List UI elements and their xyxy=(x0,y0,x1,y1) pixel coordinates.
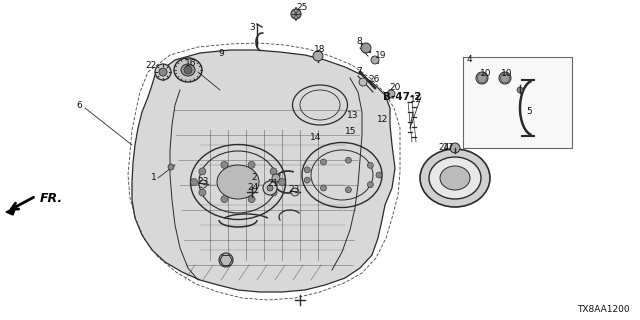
Text: 16: 16 xyxy=(185,60,196,68)
Circle shape xyxy=(321,185,326,191)
Circle shape xyxy=(263,181,277,195)
Text: 2: 2 xyxy=(251,172,257,181)
Circle shape xyxy=(155,64,171,80)
Circle shape xyxy=(450,143,460,153)
Text: 12: 12 xyxy=(377,116,388,124)
Circle shape xyxy=(499,72,511,84)
Circle shape xyxy=(159,68,167,76)
Text: 24: 24 xyxy=(438,142,449,151)
Text: 23: 23 xyxy=(288,186,300,195)
Text: 19: 19 xyxy=(375,51,387,60)
Circle shape xyxy=(371,56,379,64)
Text: 10: 10 xyxy=(480,68,492,77)
Bar xyxy=(463,57,572,148)
Circle shape xyxy=(376,172,382,178)
Text: 18: 18 xyxy=(314,44,326,53)
Circle shape xyxy=(199,180,207,188)
Text: 4: 4 xyxy=(467,54,472,63)
Circle shape xyxy=(270,168,277,175)
Circle shape xyxy=(248,196,255,203)
Text: 6: 6 xyxy=(76,100,82,109)
Ellipse shape xyxy=(217,165,259,199)
Circle shape xyxy=(387,90,395,98)
Circle shape xyxy=(184,66,192,74)
Ellipse shape xyxy=(440,166,470,190)
Text: 17: 17 xyxy=(443,143,454,153)
Text: 22: 22 xyxy=(146,60,157,69)
Circle shape xyxy=(270,189,277,196)
Text: 9: 9 xyxy=(218,50,224,59)
Circle shape xyxy=(221,161,228,168)
Ellipse shape xyxy=(181,64,195,76)
Circle shape xyxy=(278,179,285,186)
Text: FR.: FR. xyxy=(40,191,63,204)
Circle shape xyxy=(367,162,373,168)
Text: 10: 10 xyxy=(501,68,513,77)
Circle shape xyxy=(199,168,206,175)
Circle shape xyxy=(346,187,351,193)
Text: 11: 11 xyxy=(410,95,422,105)
Ellipse shape xyxy=(174,58,202,82)
Text: 13: 13 xyxy=(346,111,358,121)
Circle shape xyxy=(267,185,273,191)
Polygon shape xyxy=(132,50,395,292)
Circle shape xyxy=(517,87,523,93)
Text: TX8AA1200: TX8AA1200 xyxy=(577,305,630,314)
Circle shape xyxy=(304,167,310,173)
Text: 1: 1 xyxy=(151,172,157,181)
Circle shape xyxy=(304,177,310,183)
Circle shape xyxy=(476,72,488,84)
Circle shape xyxy=(199,189,206,196)
Polygon shape xyxy=(6,207,16,215)
Text: 7: 7 xyxy=(356,67,362,76)
Circle shape xyxy=(361,43,371,53)
Text: 24: 24 xyxy=(247,183,259,193)
Circle shape xyxy=(346,157,351,163)
Text: 3: 3 xyxy=(249,23,255,33)
Text: 5: 5 xyxy=(526,108,532,116)
Circle shape xyxy=(221,196,228,203)
Text: B-47-2: B-47-2 xyxy=(383,92,422,102)
Ellipse shape xyxy=(429,157,481,199)
Text: 8: 8 xyxy=(356,37,362,46)
Circle shape xyxy=(291,188,299,196)
Circle shape xyxy=(321,159,326,165)
Circle shape xyxy=(367,182,373,188)
Text: 25: 25 xyxy=(296,4,307,12)
Text: 23: 23 xyxy=(197,177,209,186)
Circle shape xyxy=(313,51,323,61)
Circle shape xyxy=(248,161,255,168)
Circle shape xyxy=(191,179,198,186)
Text: 20: 20 xyxy=(389,84,401,92)
Text: 21: 21 xyxy=(267,180,278,188)
Circle shape xyxy=(272,174,280,182)
Circle shape xyxy=(219,253,233,267)
Text: 26: 26 xyxy=(368,76,380,84)
Circle shape xyxy=(168,164,174,170)
Ellipse shape xyxy=(420,149,490,207)
Circle shape xyxy=(359,78,367,86)
Circle shape xyxy=(291,9,301,19)
Text: 14: 14 xyxy=(310,133,321,142)
Text: 15: 15 xyxy=(345,126,356,135)
